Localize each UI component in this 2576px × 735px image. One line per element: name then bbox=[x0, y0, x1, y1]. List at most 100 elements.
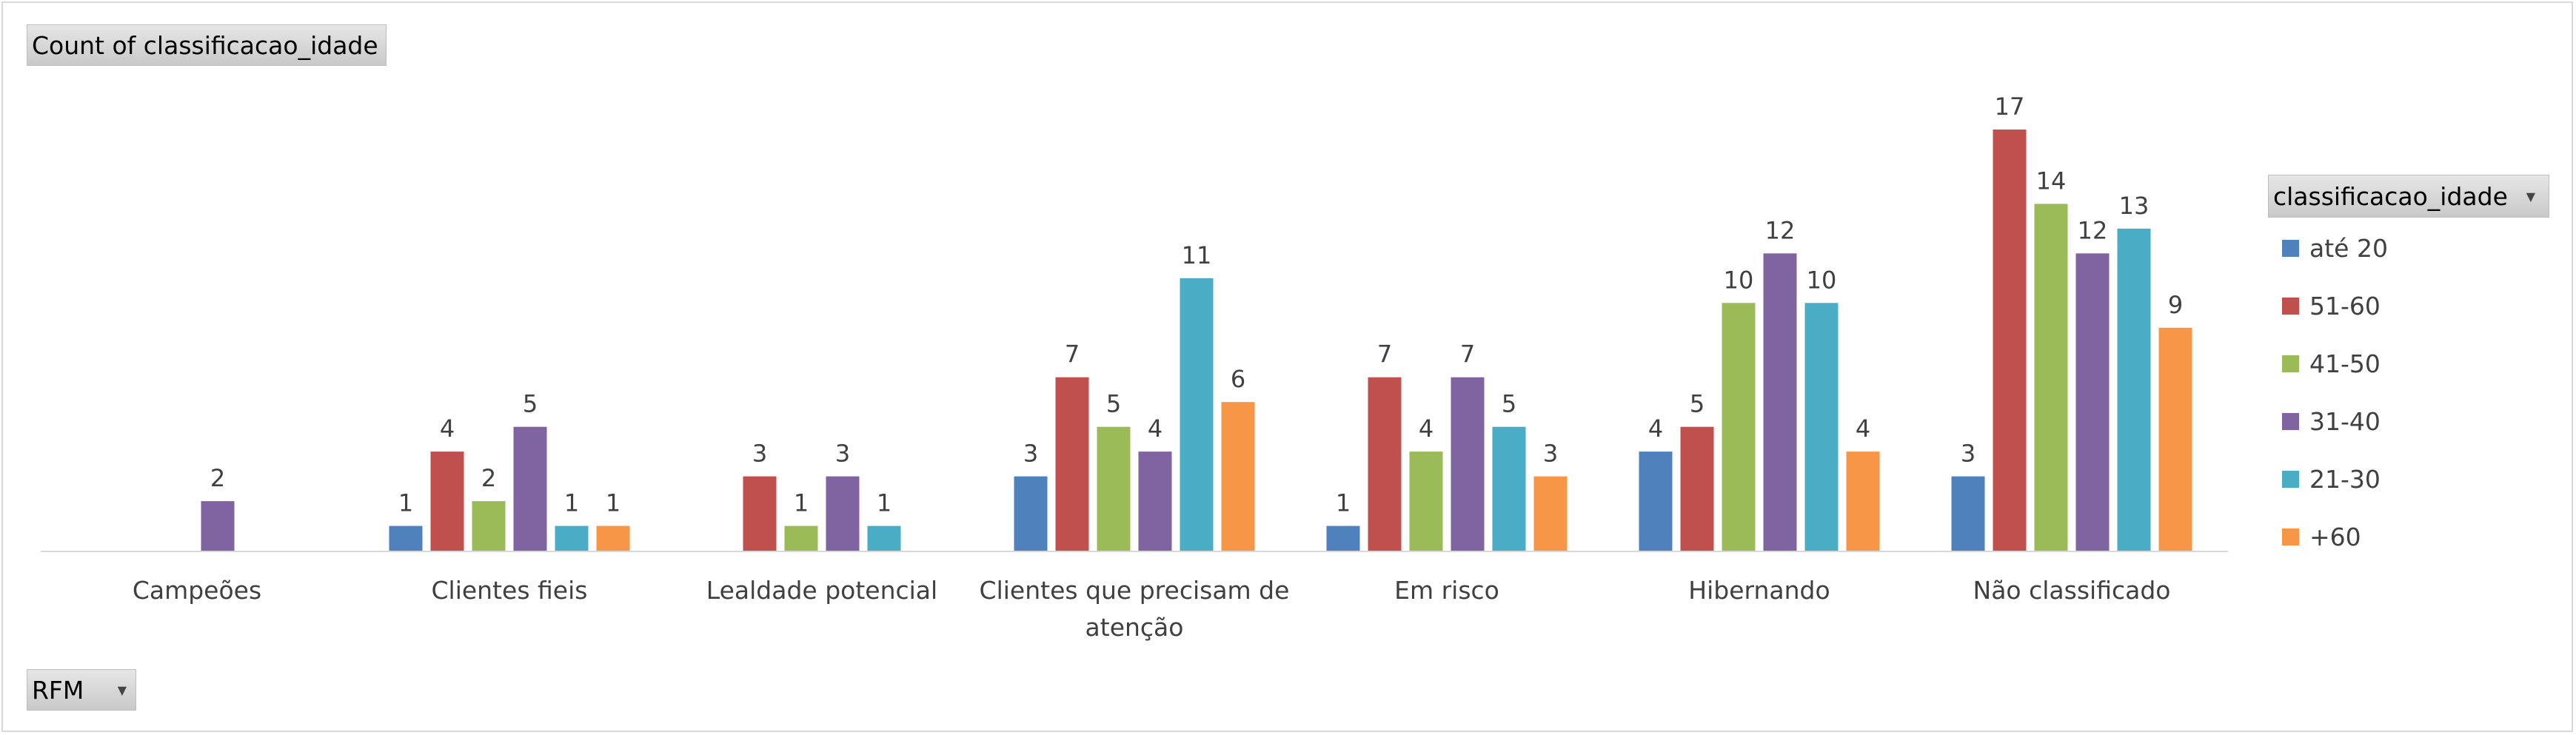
bar[interactable] bbox=[1409, 452, 1443, 551]
data-label: 11 bbox=[1182, 241, 1212, 269]
data-label: 2 bbox=[481, 464, 496, 492]
data-label: 3 bbox=[835, 440, 850, 468]
data-label: 4 bbox=[440, 415, 455, 443]
dropdown-arrow-icon[interactable]: ▼ bbox=[117, 682, 127, 697]
bar[interactable] bbox=[596, 526, 630, 551]
bar[interactable] bbox=[826, 476, 860, 551]
data-label: 1 bbox=[564, 489, 579, 517]
bar[interactable] bbox=[1951, 476, 1985, 551]
x-tick-label: Não classificado bbox=[1973, 576, 2171, 605]
data-label: 12 bbox=[1765, 216, 1796, 244]
data-label: 5 bbox=[1690, 390, 1704, 418]
bar[interactable] bbox=[430, 452, 464, 551]
legend-label: 31-40 bbox=[2309, 407, 2381, 436]
data-label: 9 bbox=[2168, 291, 2183, 319]
bar[interactable] bbox=[1180, 278, 1214, 551]
data-label: 5 bbox=[1106, 390, 1121, 418]
bar[interactable] bbox=[1368, 377, 1402, 551]
legend-item[interactable]: +60 bbox=[2282, 523, 2361, 551]
bar[interactable] bbox=[2075, 253, 2110, 551]
dropdown-arrow-icon[interactable]: ▼ bbox=[2526, 189, 2535, 204]
legend-label: 51-60 bbox=[2309, 292, 2381, 320]
values-field-label: Count of classificacao_idade bbox=[32, 30, 378, 60]
data-label: 7 bbox=[1377, 340, 1392, 369]
bar[interactable] bbox=[1722, 303, 1756, 551]
data-label: 3 bbox=[1961, 440, 1976, 468]
data-label: 13 bbox=[2119, 192, 2150, 220]
bar[interactable] bbox=[201, 501, 235, 551]
data-label: 4 bbox=[1856, 415, 1870, 443]
legend-item[interactable]: 31-40 bbox=[2282, 407, 2381, 436]
data-label: 5 bbox=[523, 390, 538, 418]
bar[interactable] bbox=[1763, 253, 1797, 551]
bar[interactable] bbox=[1846, 452, 1880, 551]
data-label: 3 bbox=[1023, 440, 1038, 468]
bar[interactable] bbox=[1680, 426, 1714, 551]
bar[interactable] bbox=[1055, 377, 1089, 551]
x-tick-label: Hibernando bbox=[1688, 576, 1830, 605]
legend-swatch bbox=[2282, 298, 2299, 315]
legend-item[interactable]: 41-50 bbox=[2282, 349, 2381, 378]
bar[interactable] bbox=[1533, 476, 1568, 551]
data-label: 4 bbox=[1148, 415, 1162, 443]
bar[interactable] bbox=[1221, 402, 1255, 551]
bar[interactable] bbox=[1451, 377, 1485, 551]
x-tick-label: Clientes fieis bbox=[432, 576, 588, 605]
x-tick-label: Em risco bbox=[1394, 576, 1499, 605]
data-label: 4 bbox=[1419, 415, 1433, 443]
legend-label: +60 bbox=[2309, 523, 2361, 551]
values-field-button[interactable]: Count of classificacao_idade bbox=[27, 24, 387, 66]
bar[interactable] bbox=[2117, 228, 2151, 551]
bar[interactable] bbox=[1326, 526, 1360, 551]
data-label: 2 bbox=[210, 464, 225, 492]
legend-swatch bbox=[2282, 471, 2299, 488]
legend-swatch bbox=[2282, 355, 2299, 372]
data-label: 3 bbox=[752, 440, 767, 468]
legend-swatch bbox=[2282, 240, 2299, 257]
bar[interactable] bbox=[472, 501, 506, 551]
data-label: 1 bbox=[606, 489, 620, 517]
data-label: 7 bbox=[1065, 340, 1080, 369]
bar[interactable] bbox=[743, 476, 777, 551]
legend-item[interactable]: 51-60 bbox=[2282, 292, 2381, 320]
x-tick-label: Campeões bbox=[133, 576, 261, 605]
bar[interactable] bbox=[389, 526, 423, 551]
legend-swatch bbox=[2282, 413, 2299, 430]
axis-field-button[interactable]: RFM ▼ bbox=[27, 669, 136, 711]
bar[interactable] bbox=[513, 426, 547, 551]
bar[interactable] bbox=[1639, 452, 1673, 551]
bar[interactable] bbox=[1138, 452, 1172, 551]
bar[interactable] bbox=[1993, 130, 2027, 551]
x-tick-label: Lealdade potencial bbox=[706, 576, 937, 605]
x-tick-label: Clientes que precisam de bbox=[980, 576, 1290, 605]
legend-item[interactable]: até 20 bbox=[2282, 234, 2388, 263]
data-label: 5 bbox=[1502, 390, 1516, 418]
data-label: 1 bbox=[794, 489, 809, 517]
data-label: 7 bbox=[1460, 340, 1475, 369]
x-tick-label: atenção bbox=[1085, 613, 1184, 642]
bar[interactable] bbox=[784, 526, 818, 551]
data-label: 1 bbox=[398, 489, 413, 517]
legend-field-button[interactable]: classificacao_idade ▼ bbox=[2268, 175, 2549, 218]
bar[interactable] bbox=[1804, 303, 1839, 551]
bar[interactable] bbox=[867, 526, 901, 551]
bar[interactable] bbox=[1014, 476, 1048, 551]
data-label: 12 bbox=[2078, 216, 2108, 244]
legend-item[interactable]: 21-30 bbox=[2282, 465, 2381, 494]
bar[interactable] bbox=[2034, 204, 2068, 551]
legend-swatch bbox=[2282, 528, 2299, 546]
legend-label: 41-50 bbox=[2309, 349, 2381, 378]
legend-label: até 20 bbox=[2309, 234, 2388, 263]
data-label: 4 bbox=[1648, 415, 1663, 443]
legend-field-label: classificacao_idade bbox=[2273, 181, 2508, 211]
legend-label: 21-30 bbox=[2309, 465, 2381, 494]
data-label: 14 bbox=[2036, 167, 2067, 195]
data-label: 1 bbox=[1336, 489, 1351, 517]
data-label: 17 bbox=[1995, 93, 2025, 121]
bar[interactable] bbox=[2158, 327, 2192, 551]
bar[interactable] bbox=[555, 526, 589, 551]
bar[interactable] bbox=[1492, 426, 1526, 551]
data-label: 10 bbox=[1807, 266, 1837, 294]
bar[interactable] bbox=[1097, 426, 1131, 551]
